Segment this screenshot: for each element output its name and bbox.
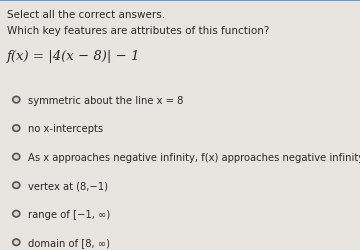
Text: vertex at (8,−1): vertex at (8,−1) bbox=[28, 180, 108, 190]
Text: As x approaches negative infinity, f(x) approaches negative infinity.: As x approaches negative infinity, f(x) … bbox=[28, 152, 360, 162]
Circle shape bbox=[13, 97, 20, 103]
Circle shape bbox=[13, 211, 20, 217]
Text: Select all the correct answers.: Select all the correct answers. bbox=[7, 10, 165, 20]
Circle shape bbox=[13, 182, 20, 189]
Text: domain of [8, ∞): domain of [8, ∞) bbox=[28, 237, 111, 247]
Text: Which key features are attributes of this function?: Which key features are attributes of thi… bbox=[7, 26, 269, 36]
Circle shape bbox=[13, 126, 20, 132]
Text: f(x) = |4(x − 8)| − 1: f(x) = |4(x − 8)| − 1 bbox=[7, 50, 140, 62]
Text: range of [−1, ∞): range of [−1, ∞) bbox=[28, 209, 111, 219]
Text: no x-intercepts: no x-intercepts bbox=[28, 124, 104, 134]
Text: symmetric about the line x = 8: symmetric about the line x = 8 bbox=[28, 95, 184, 105]
Circle shape bbox=[13, 154, 20, 160]
Circle shape bbox=[13, 239, 20, 246]
